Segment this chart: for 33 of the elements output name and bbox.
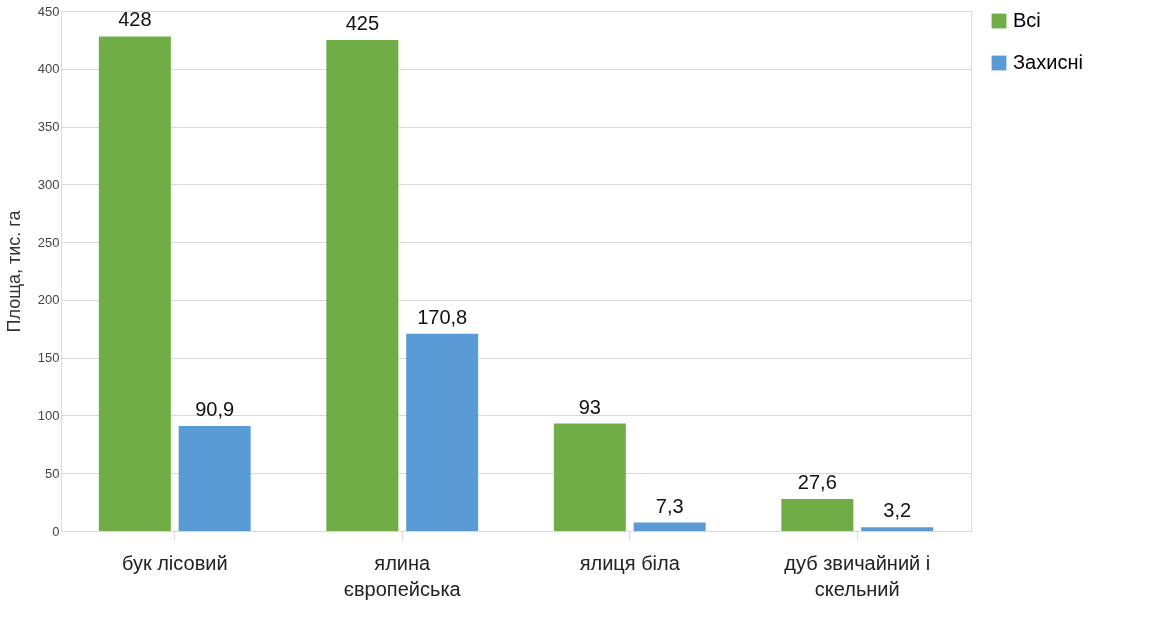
bar [178, 425, 251, 531]
y-tick-label: 400 [37, 61, 60, 77]
y-tick-label: 50 [45, 465, 60, 481]
y-tick-label: 300 [37, 176, 60, 192]
bar [553, 423, 626, 531]
y-tick-label: 100 [37, 407, 60, 423]
legend-label: Захисні [1013, 51, 1083, 73]
data-label: 27,6 [797, 471, 837, 494]
x-tick-label: ялина європейська [343, 551, 462, 600]
x-tick-label: дуб звичайний і скельний [784, 551, 931, 600]
data-label: 425 [345, 11, 380, 34]
data-label: 7,3 [655, 494, 684, 517]
bar [326, 39, 399, 531]
bar [861, 527, 934, 531]
data-label: 170,8 [417, 305, 468, 328]
bar [781, 499, 854, 531]
y-tick-label: 450 [37, 3, 60, 19]
legend-label: Всі [1013, 9, 1041, 31]
data-label: 93 [578, 395, 601, 418]
y-axis-title: Площа, тис. га [3, 209, 24, 333]
bar [406, 333, 479, 531]
x-tick-label: бук лісовий [121, 551, 228, 574]
x-tick-label: ялиця біла [579, 551, 681, 574]
y-tick-label: 200 [37, 292, 60, 308]
y-tick-label: 350 [37, 119, 60, 135]
y-tick-label: 250 [37, 234, 60, 250]
bar [633, 522, 706, 531]
data-label: 3,2 [883, 499, 912, 522]
y-tick-label: 0 [52, 523, 60, 539]
data-label: 90,9 [195, 397, 235, 420]
data-label: 428 [118, 8, 152, 31]
y-tick-label: 150 [37, 350, 60, 366]
bar [98, 36, 171, 531]
